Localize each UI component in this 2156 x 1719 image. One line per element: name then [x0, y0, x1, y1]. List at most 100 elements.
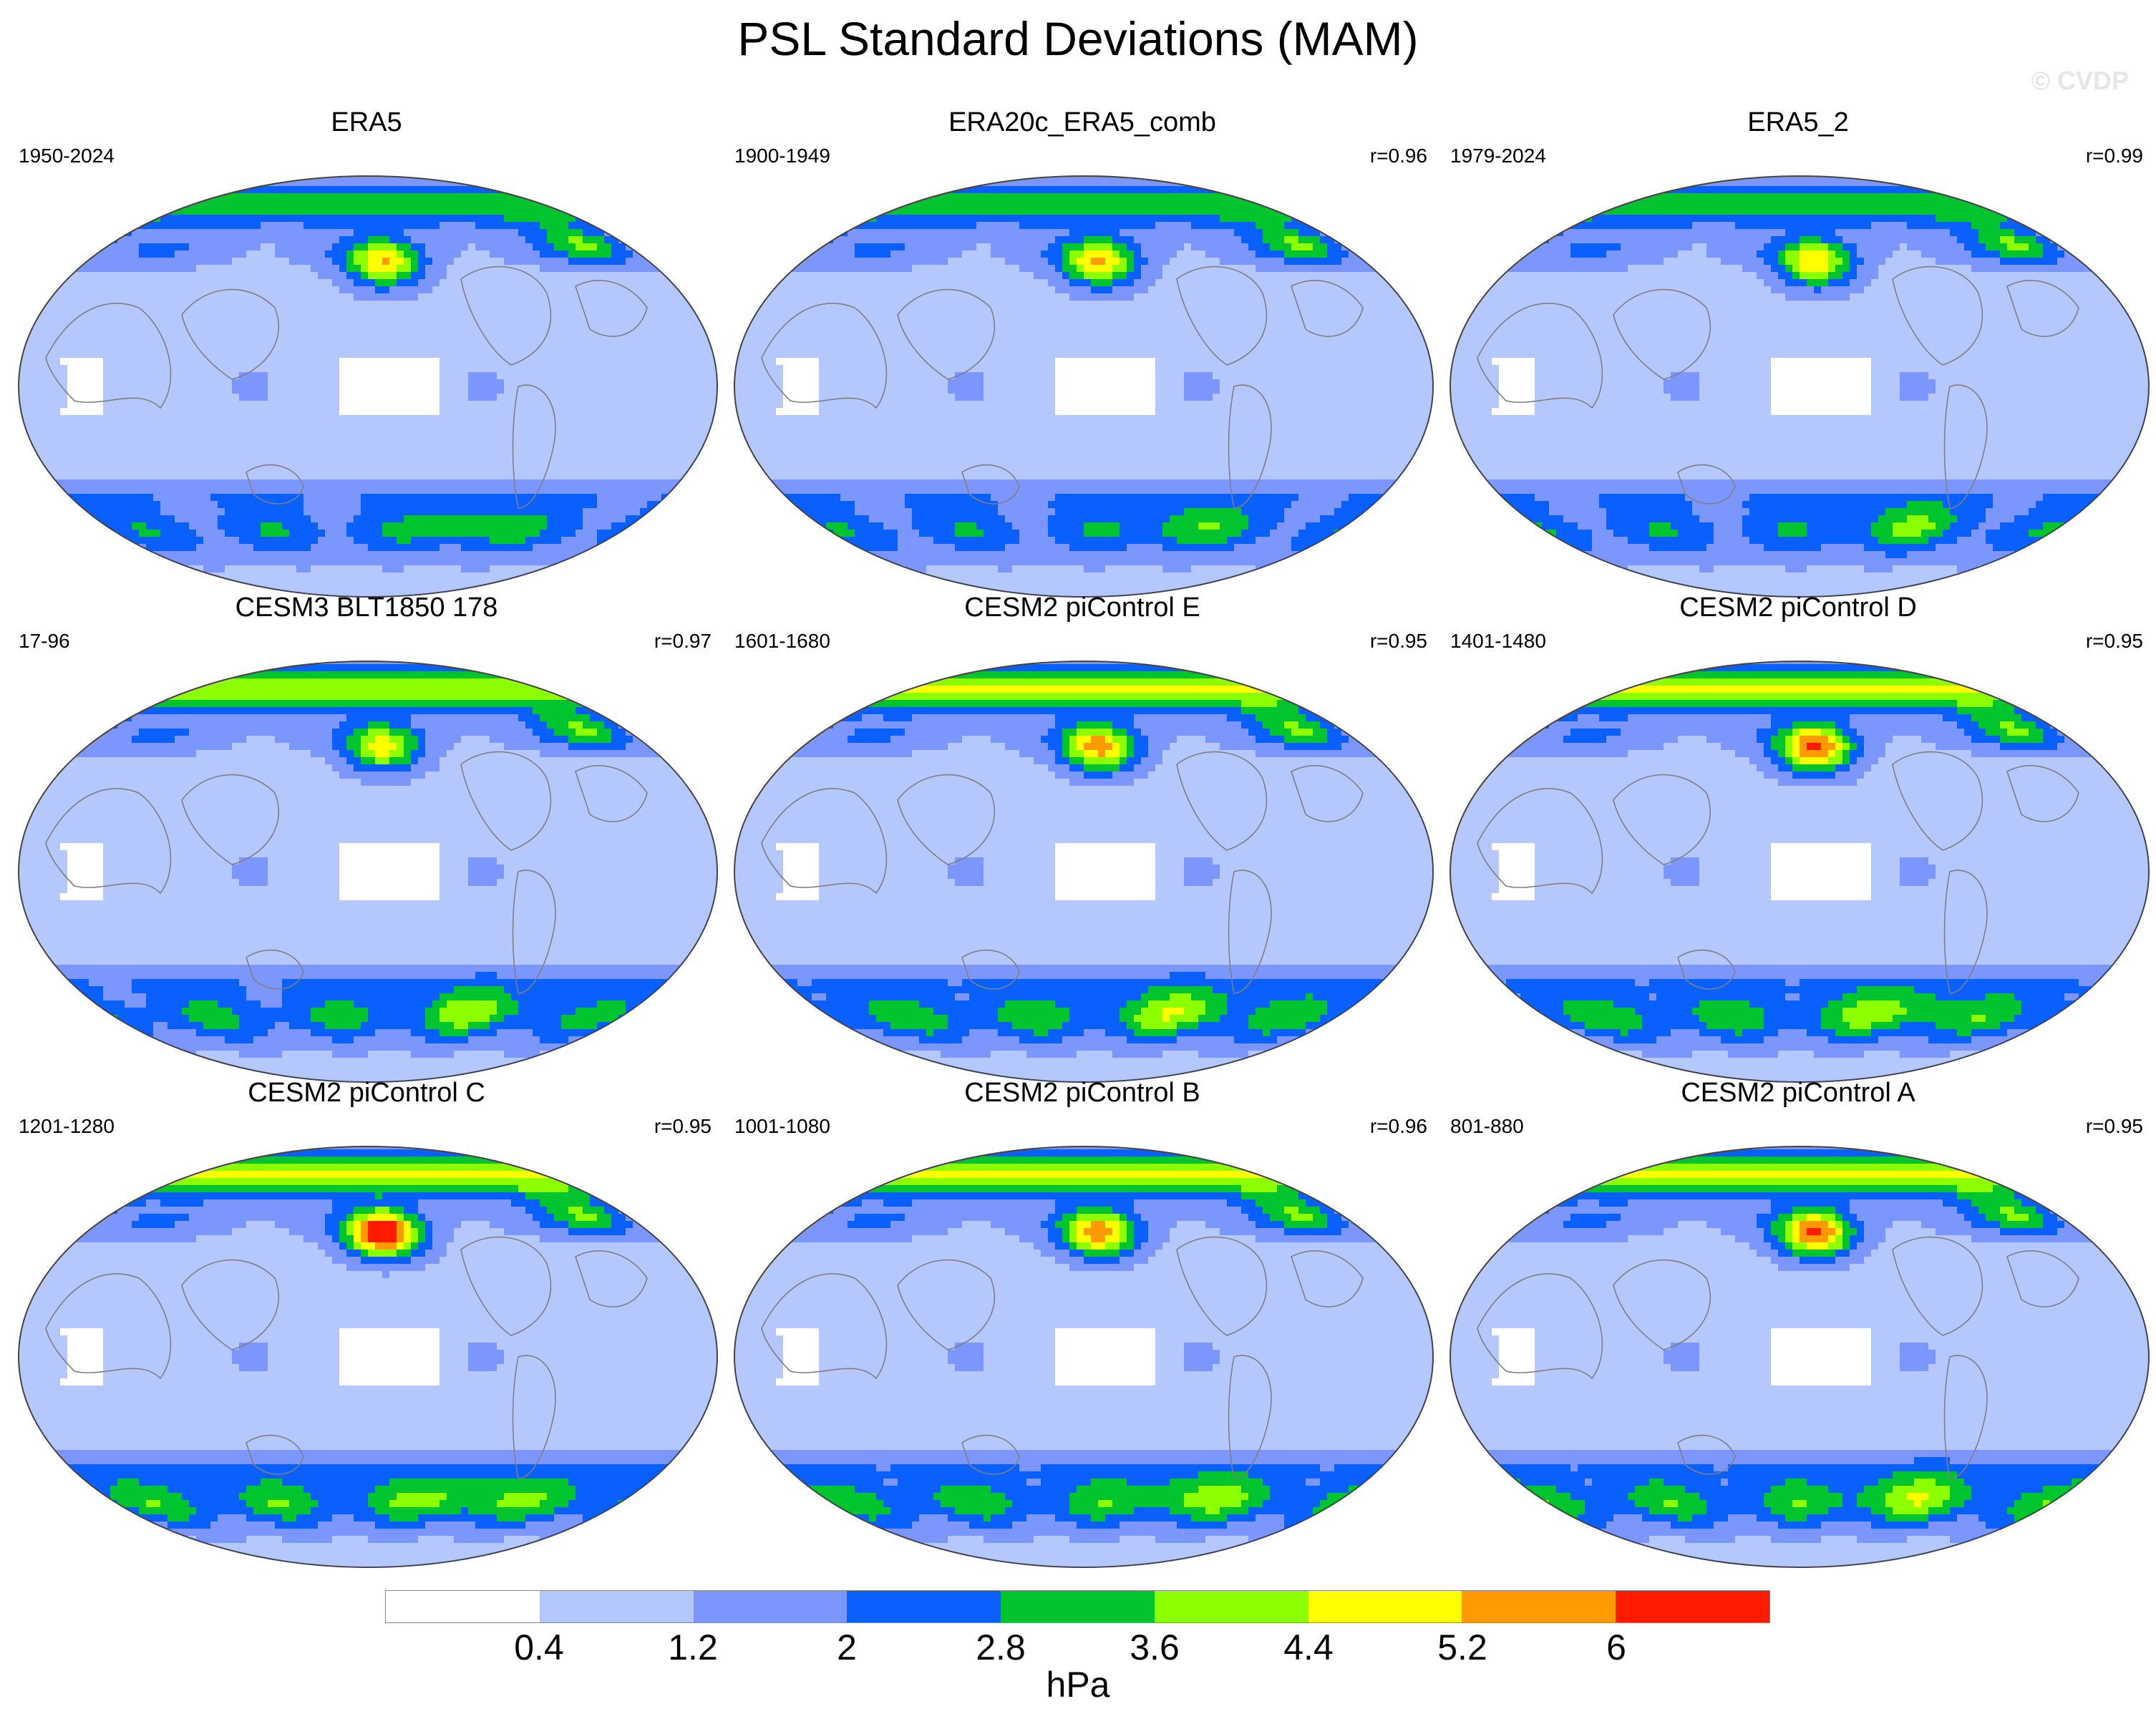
field-cell — [160, 215, 168, 223]
field-cell — [518, 236, 526, 244]
field-cell — [554, 558, 562, 566]
field-cell — [296, 429, 304, 437]
field-cell — [411, 386, 419, 394]
field-cell — [146, 344, 154, 351]
field-cell — [425, 408, 433, 416]
field-cell — [132, 401, 140, 409]
field-cell — [576, 243, 583, 251]
field-cell — [440, 322, 447, 330]
field-cell — [117, 329, 125, 337]
field-cell — [74, 451, 82, 459]
field-cell — [296, 322, 304, 330]
field-cell — [368, 179, 376, 187]
field-cell — [311, 258, 319, 266]
field-cell — [576, 229, 583, 237]
field-cell — [425, 229, 433, 237]
field-cell — [268, 479, 276, 487]
field-cell — [382, 265, 390, 273]
field-cell — [296, 236, 304, 244]
field-cell — [669, 336, 676, 344]
field-cell — [167, 215, 175, 223]
field-cell — [361, 558, 369, 566]
field-cell — [53, 458, 61, 466]
field-cell — [361, 587, 369, 595]
field-cell — [375, 208, 383, 215]
field-cell — [533, 358, 540, 366]
field-cell — [447, 358, 455, 366]
field-cell — [96, 250, 104, 258]
field-cell — [375, 243, 383, 251]
field-cell — [504, 465, 512, 473]
field-cell — [533, 551, 540, 559]
field-cell — [447, 401, 455, 409]
field-cell — [175, 336, 183, 344]
field-cell — [175, 465, 183, 473]
field-cell — [132, 293, 140, 301]
field-cell — [683, 329, 691, 337]
field-cell — [132, 344, 140, 351]
field-cell — [232, 472, 240, 480]
field-cell — [296, 315, 304, 323]
field-cell — [604, 458, 612, 466]
field-cell — [511, 358, 519, 366]
field-cell — [282, 301, 290, 308]
field-cell — [518, 494, 526, 502]
field-cell — [454, 451, 462, 459]
field-cell — [669, 458, 676, 466]
field-cell — [547, 365, 555, 373]
field-cell — [583, 429, 591, 437]
field-cell — [533, 472, 540, 480]
field-cell — [332, 537, 340, 545]
field-cell — [203, 272, 211, 280]
field-cell — [447, 558, 455, 566]
field-cell — [218, 379, 225, 387]
field-cell — [239, 322, 247, 330]
field-cell — [361, 272, 369, 280]
field-cell — [432, 465, 440, 473]
field-cell — [783, 344, 791, 351]
field-cell — [590, 508, 598, 516]
field-cell — [640, 372, 648, 380]
field-cell — [604, 408, 612, 416]
field-cell — [253, 279, 261, 287]
field-cell — [117, 236, 125, 244]
field-cell — [46, 344, 54, 351]
field-cell — [282, 358, 290, 366]
field-cell — [482, 243, 490, 251]
field-cell — [397, 372, 404, 380]
field-cell — [361, 250, 369, 258]
field-cell — [339, 515, 347, 523]
field-cell — [754, 329, 762, 337]
field-cell — [418, 451, 426, 459]
field-cell — [647, 494, 655, 502]
field-cell — [196, 215, 204, 223]
field-cell — [525, 386, 533, 394]
field-cell — [167, 379, 175, 387]
field-cell — [547, 250, 555, 258]
field-cell — [332, 236, 340, 244]
field-cell — [175, 379, 183, 387]
field-cell — [139, 344, 147, 351]
field-cell — [332, 515, 340, 523]
field-cell — [375, 308, 383, 316]
field-cell — [354, 315, 361, 323]
field-cell — [318, 508, 326, 516]
field-cell — [296, 365, 304, 373]
field-cell — [218, 465, 225, 473]
field-cell — [153, 386, 161, 394]
field-cell — [561, 308, 569, 316]
field-cell — [182, 415, 190, 423]
field-cell — [375, 444, 383, 452]
field-cell — [461, 229, 469, 237]
field-cell — [110, 401, 118, 409]
field-cell — [432, 422, 440, 430]
field-cell — [454, 344, 462, 351]
field-cell — [418, 265, 426, 273]
field-cell — [117, 494, 125, 502]
field-cell — [361, 243, 369, 251]
field-cell — [117, 293, 125, 301]
field-cell — [354, 587, 361, 595]
field-cell — [769, 487, 777, 495]
field-cell — [289, 200, 297, 208]
field-cell — [797, 451, 805, 459]
